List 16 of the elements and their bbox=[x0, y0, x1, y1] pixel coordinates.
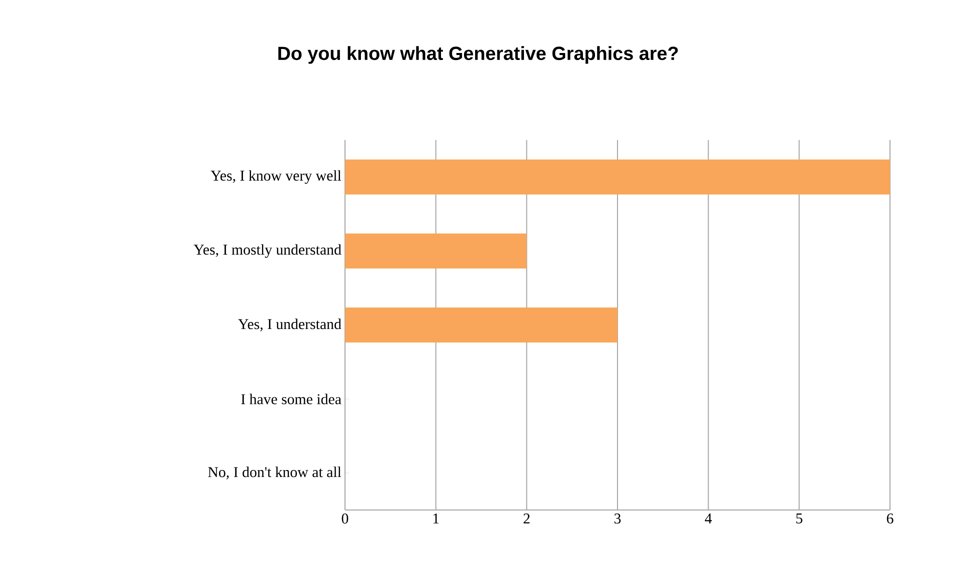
chart-title: Do you know what Generative Graphics are? bbox=[278, 46, 678, 64]
y-tick-label: I have some idea bbox=[241, 394, 342, 404]
y-tick-label: Yes, I mostly understand bbox=[194, 244, 342, 258]
y-tick-label: No, I don't know at all bbox=[208, 466, 342, 480]
y-tick-label: Yes, I know very well bbox=[210, 170, 342, 184]
x-tick-label: 3 bbox=[614, 514, 621, 524]
x-tick-label: 5 bbox=[796, 514, 802, 524]
x-tick-label: 4 bbox=[704, 514, 712, 524]
bar bbox=[345, 234, 527, 268]
bar bbox=[345, 159, 890, 194]
x-tick-label: 6 bbox=[886, 514, 894, 524]
y-tick-label: Yes, I understand bbox=[238, 318, 342, 332]
x-tick-label: 0 bbox=[342, 514, 348, 524]
x-tick-label: 1 bbox=[433, 514, 439, 524]
x-tick-label: 2 bbox=[524, 514, 530, 524]
bar bbox=[345, 308, 618, 342]
